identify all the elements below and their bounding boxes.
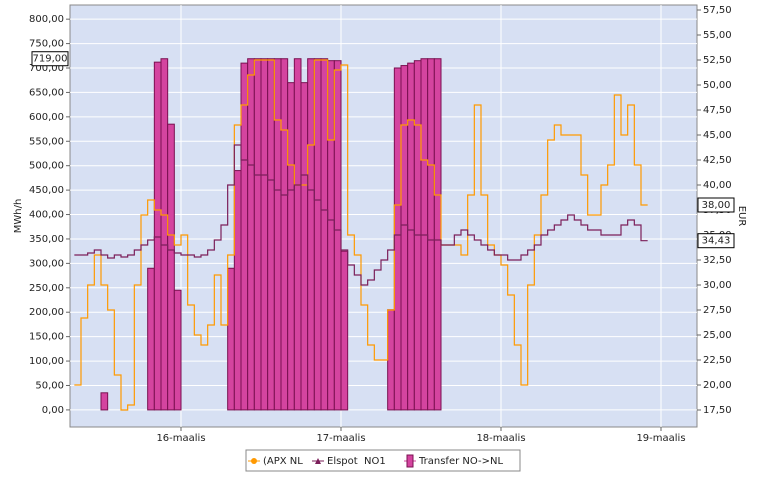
bar [260, 58, 269, 411]
line-series [74, 144, 648, 286]
bar [287, 82, 295, 411]
legend-marker [251, 458, 257, 464]
value-marker-label: 719,00 [33, 54, 68, 65]
y2-tick-label: 25,00 [703, 330, 732, 341]
y2-tick-label: 17,50 [703, 405, 732, 416]
legend [245, 449, 521, 472]
bar [433, 58, 442, 411]
value-marker [31, 51, 69, 67]
bar [420, 58, 429, 411]
bar [153, 61, 162, 411]
y-tick-label: 350,00 [29, 234, 64, 245]
bar [293, 58, 302, 411]
legend-label: Elspot NO1 [327, 456, 386, 467]
legend-label: (APX NL [263, 456, 303, 467]
y-tick-label: 100,00 [29, 356, 64, 367]
x-tick-label: 17-maalis [316, 433, 365, 444]
y-tick-label: 450,00 [29, 185, 64, 196]
bar [333, 60, 342, 411]
y2-tick-label: 22,50 [703, 355, 732, 366]
x-tick-label: 19-maalis [636, 433, 685, 444]
y2-tick-label: 20,00 [703, 380, 732, 391]
y2-tick-label: 52,50 [703, 55, 732, 66]
bar [300, 82, 309, 411]
value-marker-label: 38,00 [702, 200, 731, 211]
legend-swatch [406, 454, 414, 468]
legend-label: Transfer NO->NL [418, 456, 503, 467]
y-tick-label: 400,00 [29, 210, 64, 221]
value-marker-label: 34,43 [702, 236, 731, 247]
y2-tick-label: 57,50 [703, 5, 732, 16]
y2-tick-label: 30,00 [703, 280, 732, 291]
y-tick-label: 200,00 [29, 307, 64, 318]
bar [233, 170, 242, 411]
value-marker [697, 197, 735, 213]
y-tick-label: 750,00 [29, 39, 64, 50]
y2-axis-label: EUR [736, 206, 747, 227]
bar [227, 267, 235, 411]
y-tick-label: 150,00 [29, 332, 64, 343]
bar [280, 58, 289, 411]
legend-marker [315, 458, 321, 464]
bar [167, 123, 175, 411]
y-tick-label: 700,00 [29, 63, 64, 74]
y-tick-label: 600,00 [29, 112, 64, 123]
y2-tick-label: 45,00 [703, 130, 732, 141]
bar [240, 62, 249, 411]
bar [247, 58, 255, 411]
y-axis-label: MWh/h [13, 199, 24, 234]
bar [427, 58, 435, 411]
y2-tick-label: 32,50 [703, 255, 732, 266]
bar [340, 250, 349, 411]
x-tick-label: 16-maalis [156, 433, 205, 444]
line-series [74, 59, 648, 411]
bar [393, 67, 402, 411]
y-tick-label: 650,00 [29, 87, 64, 98]
y2-tick-label: 27,50 [703, 305, 732, 316]
x-tick-label: 18-maalis [476, 433, 525, 444]
bar [387, 309, 395, 411]
bar [307, 58, 315, 411]
bar [100, 392, 109, 411]
y2-tick-label: 55,00 [703, 30, 732, 41]
bar [253, 58, 262, 411]
y2-tick-label: 42,50 [703, 155, 732, 166]
y-tick-label: 300,00 [29, 258, 64, 269]
y2-tick-label: 40,00 [703, 180, 732, 191]
y-tick-label: 0,00 [42, 405, 64, 416]
bar [407, 62, 415, 411]
y2-tick-label: 50,00 [703, 80, 732, 91]
bar [267, 58, 275, 411]
value-marker [697, 233, 735, 249]
y-tick-label: 550,00 [29, 136, 64, 147]
bar [273, 58, 282, 411]
y-tick-label: 500,00 [29, 161, 64, 172]
y-tick-label: 800,00 [29, 14, 64, 25]
bar [400, 65, 409, 411]
bar [160, 58, 169, 411]
y2-tick-label: 47,50 [703, 105, 732, 116]
y-tick-label: 250,00 [29, 283, 64, 294]
bar [327, 60, 335, 411]
bar [173, 289, 182, 411]
bar [320, 58, 329, 411]
bar [147, 267, 155, 411]
y-tick-label: 50,00 [35, 380, 64, 391]
bar [313, 58, 322, 411]
